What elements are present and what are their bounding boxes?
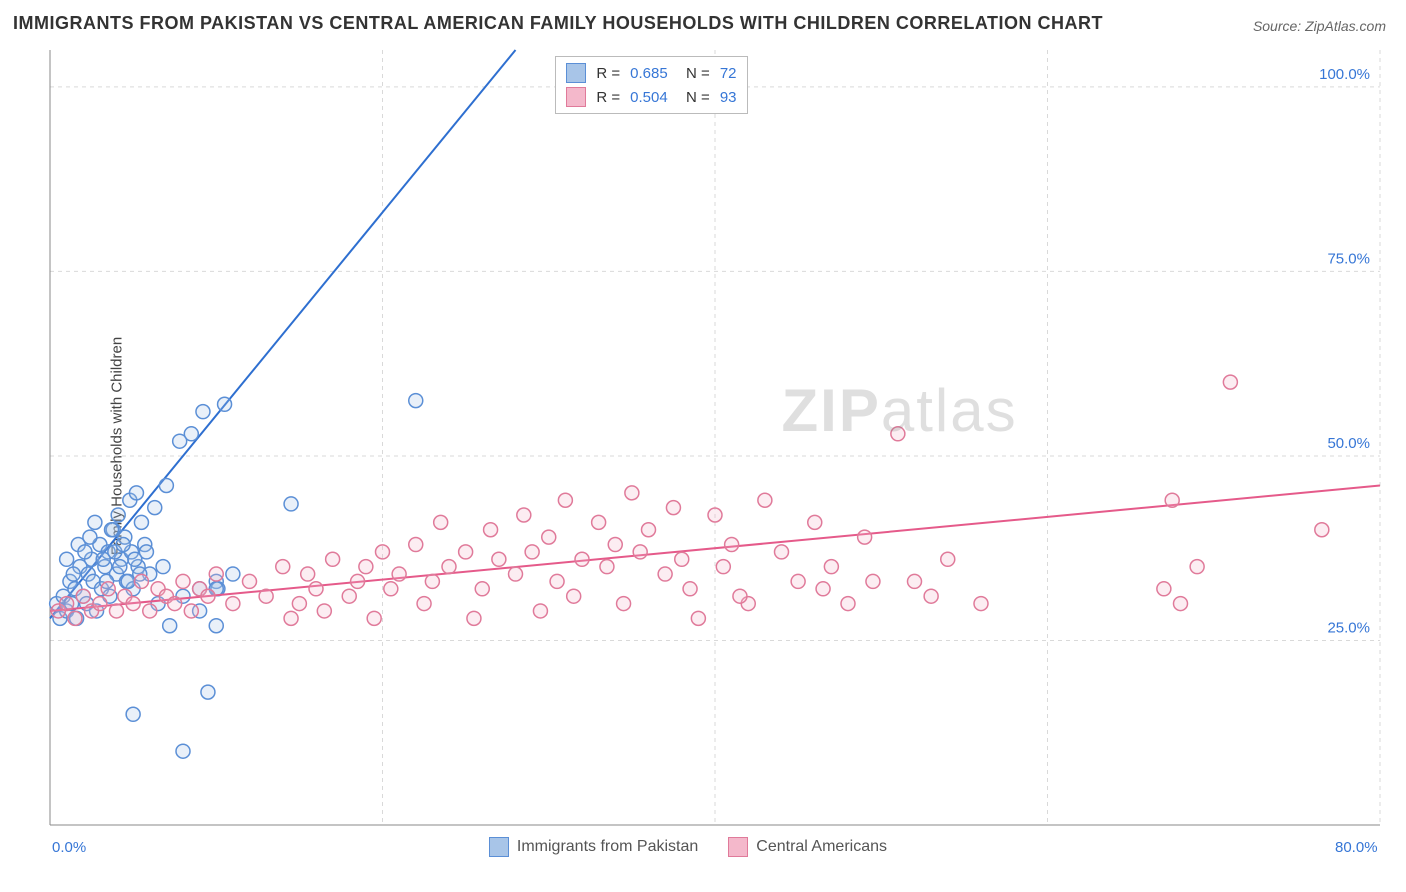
- stats-legend-row: R = 0.685 N = 72: [566, 61, 736, 85]
- series-legend-item: Immigrants from Pakistan: [489, 837, 698, 857]
- legend-swatch: [489, 837, 509, 857]
- legend-swatch: [728, 837, 748, 857]
- legend-swatch: [566, 87, 586, 107]
- series-legend: Immigrants from Pakistan Central American…: [489, 837, 887, 857]
- legend-r-value: 0.685: [630, 65, 668, 82]
- series-legend-label: Central Americans: [756, 838, 887, 856]
- legend-n-value: 93: [720, 89, 737, 106]
- legend-n-label: N =: [678, 89, 710, 106]
- x-axis-max-label: 80.0%: [1335, 839, 1378, 856]
- svg-text:75.0%: 75.0%: [1327, 250, 1370, 267]
- source-label: Source: ZipAtlas.com: [1253, 18, 1386, 34]
- legend-r-value: 0.504: [630, 89, 668, 106]
- svg-text:50.0%: 50.0%: [1327, 435, 1370, 452]
- x-axis-min-label: 0.0%: [52, 839, 86, 856]
- series-legend-item: Central Americans: [728, 837, 887, 857]
- legend-n-value: 72: [720, 65, 737, 82]
- chart-container: IMMIGRANTS FROM PAKISTAN VS CENTRAL AMER…: [0, 0, 1406, 892]
- stats-legend-row: R = 0.504 N = 93: [566, 85, 736, 109]
- legend-r-label: R =: [596, 65, 620, 82]
- legend-r-label: R =: [596, 89, 620, 106]
- chart-title: IMMIGRANTS FROM PAKISTAN VS CENTRAL AMER…: [13, 13, 1103, 34]
- svg-text:25.0%: 25.0%: [1327, 619, 1370, 636]
- svg-text:100.0%: 100.0%: [1319, 66, 1370, 83]
- legend-n-label: N =: [678, 65, 710, 82]
- legend-swatch: [566, 63, 586, 83]
- stats-legend: R = 0.685 N = 72R = 0.504 N = 93: [555, 56, 747, 114]
- series-legend-label: Immigrants from Pakistan: [517, 838, 698, 856]
- scatter-chart: 25.0% 50.0% 75.0% 100.0%: [45, 45, 1406, 880]
